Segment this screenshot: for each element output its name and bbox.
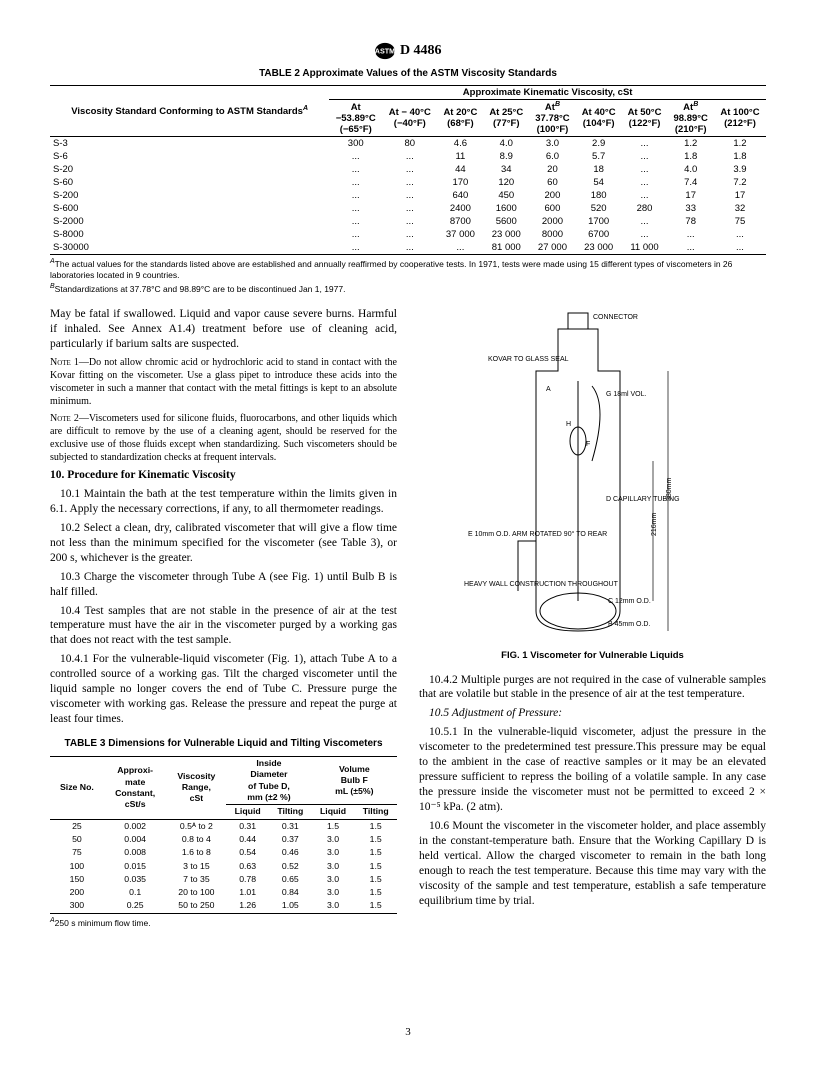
table2-rowhdr: Viscosity Standard Conforming to ASTM St… [71, 106, 303, 117]
note2: Note 2—Viscometers used for silicone flu… [50, 412, 397, 464]
para-10-4-2: 10.4.2 Multiple purges are not required … [419, 673, 766, 703]
table2: Viscosity Standard Conforming to ASTM St… [50, 85, 766, 255]
svg-text:CONNECTOR: CONNECTOR [593, 314, 638, 321]
para-10-3: 10.3 Charge the viscometer through Tube … [50, 570, 397, 600]
svg-text:C 12mm O.D.: C 12mm O.D. [608, 598, 651, 605]
page-number: 3 [0, 1026, 816, 1038]
table2-footnotes: AThe actual values for the standards lis… [50, 257, 766, 295]
svg-text:A: A [546, 386, 551, 393]
table3-title: TABLE 3 Dimensions for Vulnerable Liquid… [50, 737, 397, 750]
figure-1: CONNECTOR KOVAR TO GLASS SEAL A G 18ml V… [419, 311, 766, 662]
para-10-5: 10.5 Adjustment of Pressure: [419, 706, 766, 721]
page-header: ASTM D 4486 [50, 42, 766, 60]
svg-text:E 10mm O.D. ARM ROTATED 90° TO: E 10mm O.D. ARM ROTATED 90° TO REAR [468, 530, 607, 538]
figure-1-caption: FIG. 1 Viscometer for Vulnerable Liquids [419, 650, 766, 662]
standard-number: D 4486 [400, 43, 442, 58]
svg-text:H: H [566, 421, 571, 428]
viscometer-diagram: CONNECTOR KOVAR TO GLASS SEAL A G 18ml V… [458, 311, 728, 641]
para-10-6: 10.6 Mount the viscometer in the viscome… [419, 819, 766, 909]
svg-text:380mm: 380mm [666, 478, 673, 502]
table2-title: TABLE 2 Approximate Values of the ASTM V… [50, 68, 766, 79]
svg-text:F: F [586, 441, 590, 448]
svg-text:ASTM: ASTM [375, 47, 395, 56]
para-10-2: 10.2 Select a clean, dry, calibrated vis… [50, 521, 397, 566]
astm-logo: ASTM [374, 42, 396, 60]
para-10-4: 10.4 Test samples that are not stable in… [50, 604, 397, 649]
svg-text:G 18ml VOL.: G 18ml VOL. [606, 391, 647, 398]
svg-text:B 45mm O.D.: B 45mm O.D. [608, 621, 650, 628]
section-10: 10. Procedure for Kinematic Viscosity [50, 468, 397, 483]
table3-footnote: A250 s minimum flow time. [50, 916, 397, 929]
svg-text:HEAVY WALL CONSTRUCTION THROUG: HEAVY WALL CONSTRUCTION THROUGHOUT [464, 581, 619, 588]
para-10-1: 10.1 Maintain the bath at the test tempe… [50, 487, 397, 517]
table3: Size No. Approxi- mate Constant, cSt/s V… [50, 756, 397, 914]
para-10-4-1: 10.4.1 For the vulnerable-liquid viscome… [50, 652, 397, 727]
para-warn: May be fatal if swallowed. Liquid and va… [50, 307, 397, 352]
svg-text:216mm: 216mm [651, 513, 658, 537]
note1: Note 1—Do not allow chromic acid or hydr… [50, 356, 397, 408]
svg-text:KOVAR TO GLASS SEAL: KOVAR TO GLASS SEAL [488, 356, 569, 363]
para-10-5-1: 10.5.1 In the vulnerable-liquid viscomet… [419, 725, 766, 815]
table2-spanhdr: Approximate Kinematic Viscosity, cSt [329, 86, 766, 100]
